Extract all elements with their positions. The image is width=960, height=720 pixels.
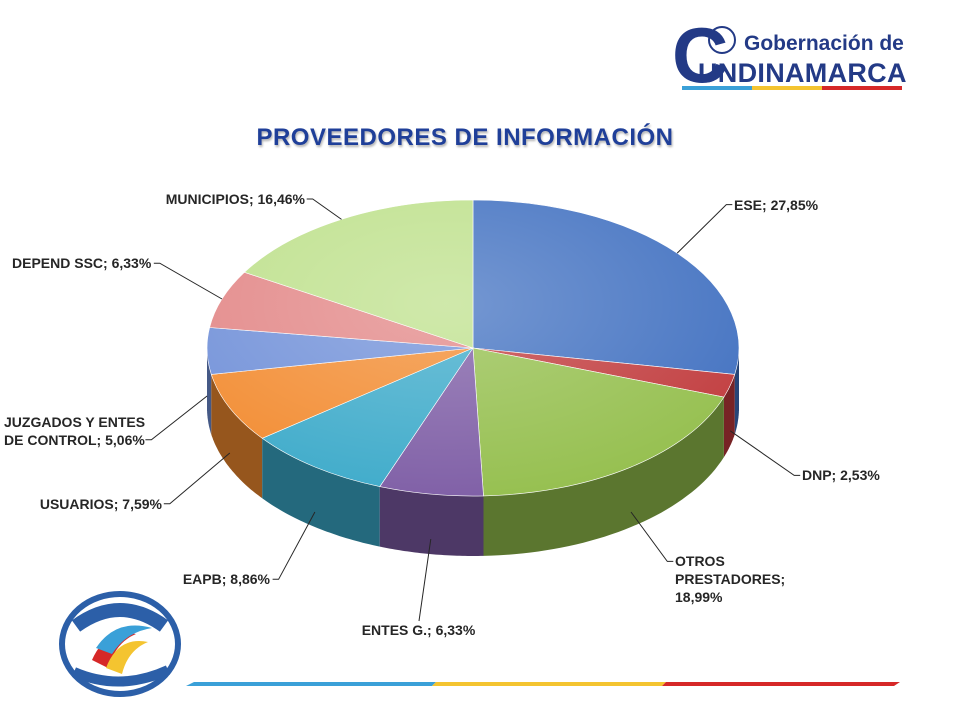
leader-line-ese: [676, 204, 733, 254]
slice-label-municipios: MUNICIPIOS; 16,46%: [157, 190, 305, 208]
slice-label-line: OTROS: [675, 553, 725, 569]
pie-highlight: [207, 200, 739, 496]
slice-label-line: USUARIOS; 7,59%: [39, 496, 162, 512]
leader-line-entes-g: [418, 539, 432, 622]
slice-side-eapb: [262, 438, 380, 547]
slice-label-otros-prestadores: OTROS PRESTADORES; 18,99%: [675, 552, 786, 606]
leader-line-usuarios: [163, 452, 231, 505]
gobernacion-logo: C Gobernación de UNDINAMARCA: [672, 16, 906, 94]
logo-line1: Gobernación de: [744, 32, 904, 55]
slice-label-line: ESE; 27,85%: [734, 197, 819, 213]
slice-label-line: EAPB; 8,86%: [182, 571, 270, 587]
leader-line-juzgados-y-entes-de-control: [145, 395, 208, 441]
slice-side-usuarios: [211, 374, 263, 499]
chart-title: PROVEEDORES DE INFORMACIÓN: [256, 124, 674, 151]
slice-side-juzgados-y-entes-de-control: [207, 348, 212, 435]
logo-stripes: [682, 86, 902, 94]
leader-line-otros-prestadores: [630, 511, 674, 562]
slice-label-entes-g: ENTES G.; 6,33%: [357, 621, 480, 639]
slice-side-ese: [734, 348, 739, 435]
slice-label-usuarios: USUARIOS; 7,59%: [39, 495, 162, 513]
slice-side-otros-prestadores: [483, 397, 724, 556]
slice-label-line: DEPEND SSC; 6,33%: [12, 255, 152, 271]
seal-icon: [708, 26, 736, 54]
logo-line2: UNDINAMARCA: [698, 58, 907, 88]
slice-label-ese: ESE; 27,85%: [734, 196, 824, 214]
slice-label-depend-ssc: DEPEND SSC; 6,33%: [12, 254, 151, 272]
slice-label-juzgados-y-entes-de-control: JUZGADOS Y ENTES DE CONTROL; 5,06%: [4, 413, 146, 449]
slice-label-line: MUNICIPIOS; 16,46%: [165, 191, 305, 207]
footer-stripe: [186, 682, 900, 686]
slice-label-line: DNP; 2,53%: [802, 467, 880, 483]
pie-sides: [207, 348, 739, 556]
leader-line-dnp: [729, 430, 801, 476]
leader-line-depend-ssc: [153, 262, 223, 300]
slice-side-entes-g: [379, 486, 484, 556]
slice-label-line: ENTES G.; 6,33%: [361, 622, 476, 638]
slice-label-line: JUZGADOS Y ENTES: [4, 414, 146, 430]
slice-label-line: DE CONTROL; 5,06%: [4, 432, 145, 448]
slice-side-dnp: [723, 374, 735, 458]
slice-label-eapb: EAPB; 8,86%: [180, 570, 270, 588]
slice-label-line: PRESTADORES;: [675, 571, 786, 587]
slice-label-line: 18,99%: [675, 589, 723, 605]
leader-line-municipios: [306, 198, 342, 220]
leader-lines: [145, 198, 801, 622]
pie-slices: [206, 199, 740, 497]
plan-desarrollo-badge: [59, 591, 181, 697]
leader-line-eapb: [272, 511, 316, 580]
slice-label-dnp: DNP; 2,53%: [802, 466, 884, 484]
